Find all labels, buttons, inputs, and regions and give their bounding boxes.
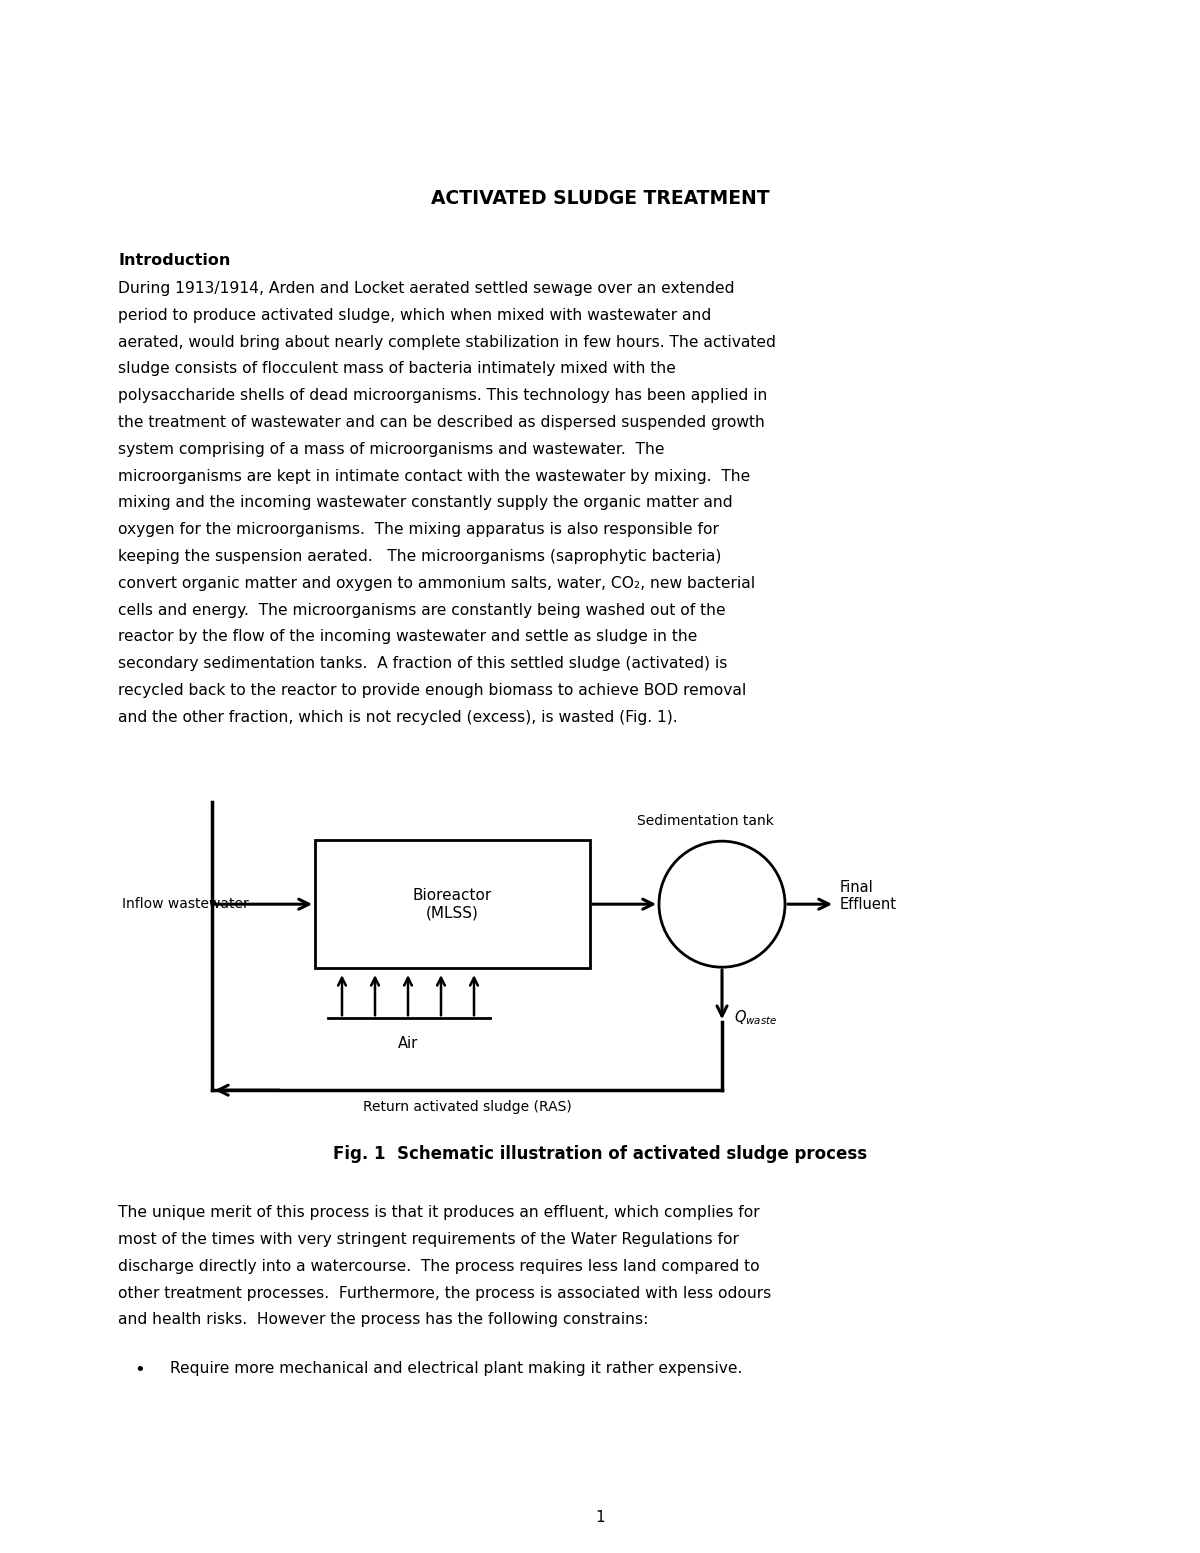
Text: Sedimentation tank: Sedimentation tank [636, 814, 774, 828]
Text: discharge directly into a watercourse.  The process requires less land compared : discharge directly into a watercourse. T… [118, 1259, 760, 1273]
Text: Introduction: Introduction [118, 253, 230, 269]
Text: microorganisms are kept in intimate contact with the wastewater by mixing.  The: microorganisms are kept in intimate cont… [118, 469, 750, 483]
Text: Bioreactor
(MLSS): Bioreactor (MLSS) [413, 888, 492, 921]
Text: Require more mechanical and electrical plant making it rather expensive.: Require more mechanical and electrical p… [170, 1360, 743, 1376]
Text: •: • [134, 1360, 145, 1379]
Text: period to produce activated sludge, which when mixed with wastewater and: period to produce activated sludge, whic… [118, 307, 712, 323]
Text: other treatment processes.  Furthermore, the process is associated with less odo: other treatment processes. Furthermore, … [118, 1286, 772, 1300]
Text: ACTIVATED SLUDGE TREATMENT: ACTIVATED SLUDGE TREATMENT [431, 189, 769, 208]
Text: The unique merit of this process is that it produces an effluent, which complies: The unique merit of this process is that… [118, 1205, 760, 1221]
Text: secondary sedimentation tanks.  A fraction of this settled sludge (activated) is: secondary sedimentation tanks. A fractio… [118, 657, 727, 671]
Text: Fig. 1  Schematic illustration of activated sludge process: Fig. 1 Schematic illustration of activat… [332, 1145, 868, 1163]
Text: aerated, would bring about nearly complete stabilization in few hours. The activ: aerated, would bring about nearly comple… [118, 335, 776, 349]
Text: $Q_{waste}$: $Q_{waste}$ [734, 1008, 778, 1027]
Text: oxygen for the microorganisms.  The mixing apparatus is also responsible for: oxygen for the microorganisms. The mixin… [118, 522, 719, 537]
Text: During 1913/1914, Arden and Locket aerated settled sewage over an extended: During 1913/1914, Arden and Locket aerat… [118, 281, 734, 297]
Text: Inflow wastewater: Inflow wastewater [122, 898, 248, 912]
Text: sludge consists of flocculent mass of bacteria intimately mixed with the: sludge consists of flocculent mass of ba… [118, 362, 676, 376]
Text: mixing and the incoming wastewater constantly supply the organic matter and: mixing and the incoming wastewater const… [118, 495, 733, 511]
Text: cells and energy.  The microorganisms are constantly being washed out of the: cells and energy. The microorganisms are… [118, 603, 726, 618]
Text: Air: Air [398, 1036, 418, 1051]
Text: Return activated sludge (RAS): Return activated sludge (RAS) [362, 1100, 571, 1114]
Text: recycled back to the reactor to provide enough biomass to achieve BOD removal: recycled back to the reactor to provide … [118, 683, 746, 699]
Circle shape [659, 842, 785, 968]
Text: the treatment of wastewater and can be described as dispersed suspended growth: the treatment of wastewater and can be d… [118, 415, 764, 430]
Text: and the other fraction, which is not recycled (excess), is wasted (Fig. 1).: and the other fraction, which is not rec… [118, 710, 678, 725]
Text: and health risks.  However the process has the following constrains:: and health risks. However the process ha… [118, 1312, 648, 1328]
Text: polysaccharide shells of dead microorganisms. This technology has been applied i: polysaccharide shells of dead microorgan… [118, 388, 767, 404]
Text: system comprising of a mass of microorganisms and wastewater.  The: system comprising of a mass of microorga… [118, 443, 665, 457]
Text: most of the times with very stringent requirements of the Water Regulations for: most of the times with very stringent re… [118, 1232, 739, 1247]
Text: convert organic matter and oxygen to ammonium salts, water, CO₂, new bacterial: convert organic matter and oxygen to amm… [118, 576, 755, 590]
Bar [314, 840, 590, 968]
Text: reactor by the flow of the incoming wastewater and settle as sludge in the: reactor by the flow of the incoming wast… [118, 629, 697, 644]
Text: 1: 1 [595, 1510, 605, 1525]
Text: keeping the suspension aerated.   The microorganisms (saprophytic bacteria): keeping the suspension aerated. The micr… [118, 550, 721, 564]
Text: Final
Effluent: Final Effluent [840, 881, 898, 912]
